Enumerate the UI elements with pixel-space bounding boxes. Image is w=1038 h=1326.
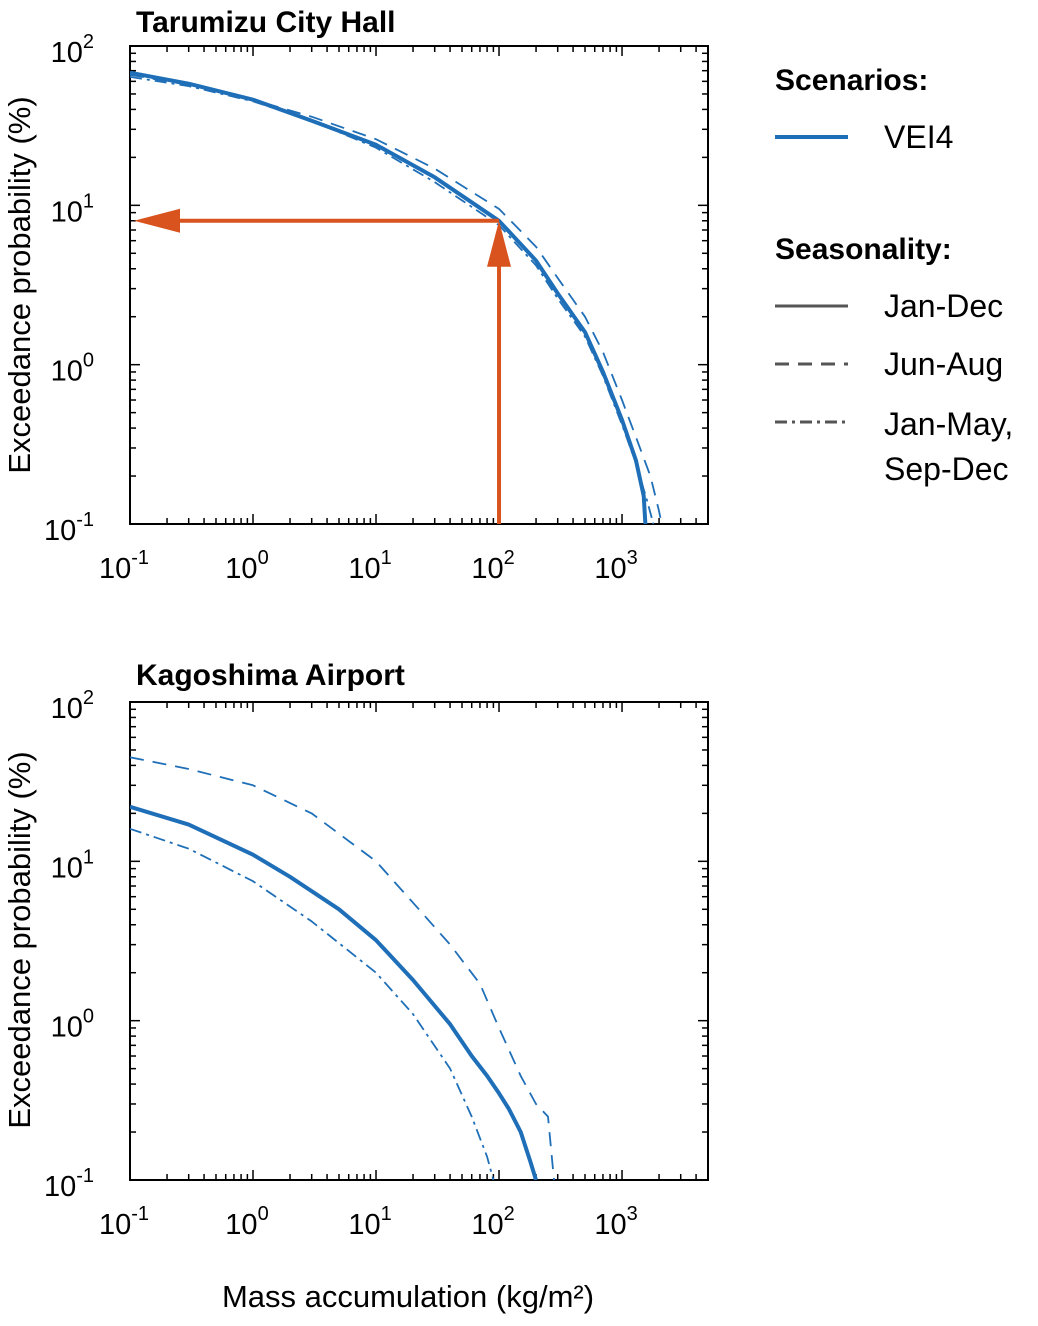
- panel-a-series-dashdot: [130, 76, 655, 524]
- panel-a-xtick-label: 10-1: [99, 547, 149, 585]
- panel-b-series-solid: [130, 804, 538, 1180]
- panel-a-ticks: 10-1 100 101 102 103 102 101 100 10-1: [44, 31, 709, 585]
- legend-jun-aug-label: Jun-Aug: [884, 346, 1003, 382]
- panel-a-series-dashed: [130, 73, 663, 524]
- panel-a-ytick-label: 10-1: [44, 509, 94, 547]
- legend: Scenarios: VEI4 Seasonality: Jan-Dec Jun…: [775, 64, 1013, 487]
- legend-vei4-label: VEI4: [884, 119, 953, 155]
- panel-a-ylabel: Exceedance probability (%): [2, 96, 37, 473]
- panel-a-xtick-label: 100: [225, 547, 268, 585]
- panel-a-xtick-label: 101: [348, 547, 391, 585]
- panel-b-xtick-label: 103: [594, 1203, 637, 1241]
- panel-a-ytick-label: 101: [51, 190, 94, 228]
- panel-b-ylabel: Exceedance probability (%): [2, 751, 37, 1128]
- legend-jan-may-label-line2: Sep-Dec: [884, 451, 1009, 487]
- annotation-left-arrowhead: [134, 208, 180, 233]
- panel-a-series-solid: [130, 70, 648, 524]
- panel-b-ytick-label: 102: [51, 687, 94, 725]
- panel-b-ytick-label: 10-1: [44, 1165, 94, 1203]
- panel-b-series-dashdot: [130, 827, 495, 1180]
- panel-b-xtick-label: 102: [471, 1203, 514, 1241]
- legend-jan-may-label-line1: Jan-May,: [884, 406, 1013, 442]
- panel-a-xtick-label: 102: [471, 547, 514, 585]
- panel-b-series: [130, 756, 555, 1180]
- panel-a-series: [130, 70, 663, 524]
- panel-b-ytick-label: 101: [51, 846, 94, 884]
- annotation-up-arrowhead: [487, 220, 512, 267]
- legend-jan-dec-label: Jan-Dec: [884, 288, 1003, 324]
- panel-a-title: Tarumizu City Hall: [136, 6, 395, 39]
- panel-b-xlabel: Mass accumulation (kg/m²): [222, 1279, 594, 1314]
- panel-a-annotation: [134, 208, 512, 524]
- panel-b-title: Kagoshima Airport: [136, 659, 405, 692]
- legend-seasonality-heading: Seasonality:: [775, 233, 952, 266]
- panel-b-xtick-label: 100: [225, 1203, 268, 1241]
- panel-b-ticks: 10-1 100 101 102 103 102 101 100 10-1: [44, 687, 709, 1241]
- panel-b-xtick-label: 101: [348, 1203, 391, 1241]
- legend-scenarios-heading: Scenarios:: [775, 64, 928, 97]
- panel-a-ytick-label: 100: [51, 350, 94, 388]
- panel-b-xtick-label: 10-1: [99, 1203, 149, 1241]
- panel-tarumizu: Tarumizu City Hall 10-1 100 101 102 10310210…: [2, 6, 709, 585]
- panel-a-ytick-label: 102: [51, 31, 94, 69]
- panel-b-series-dashed: [130, 756, 555, 1180]
- panel-b-axes-box: [129, 701, 709, 1181]
- panel-a-axes-box: [129, 45, 709, 525]
- panel-kagoshima: Kagoshima Airport 10-1 100 101 102 103 102 101…: [2, 659, 709, 1314]
- panel-b-ytick-label: 100: [51, 1006, 94, 1044]
- panel-a-xtick-label: 103: [594, 547, 637, 585]
